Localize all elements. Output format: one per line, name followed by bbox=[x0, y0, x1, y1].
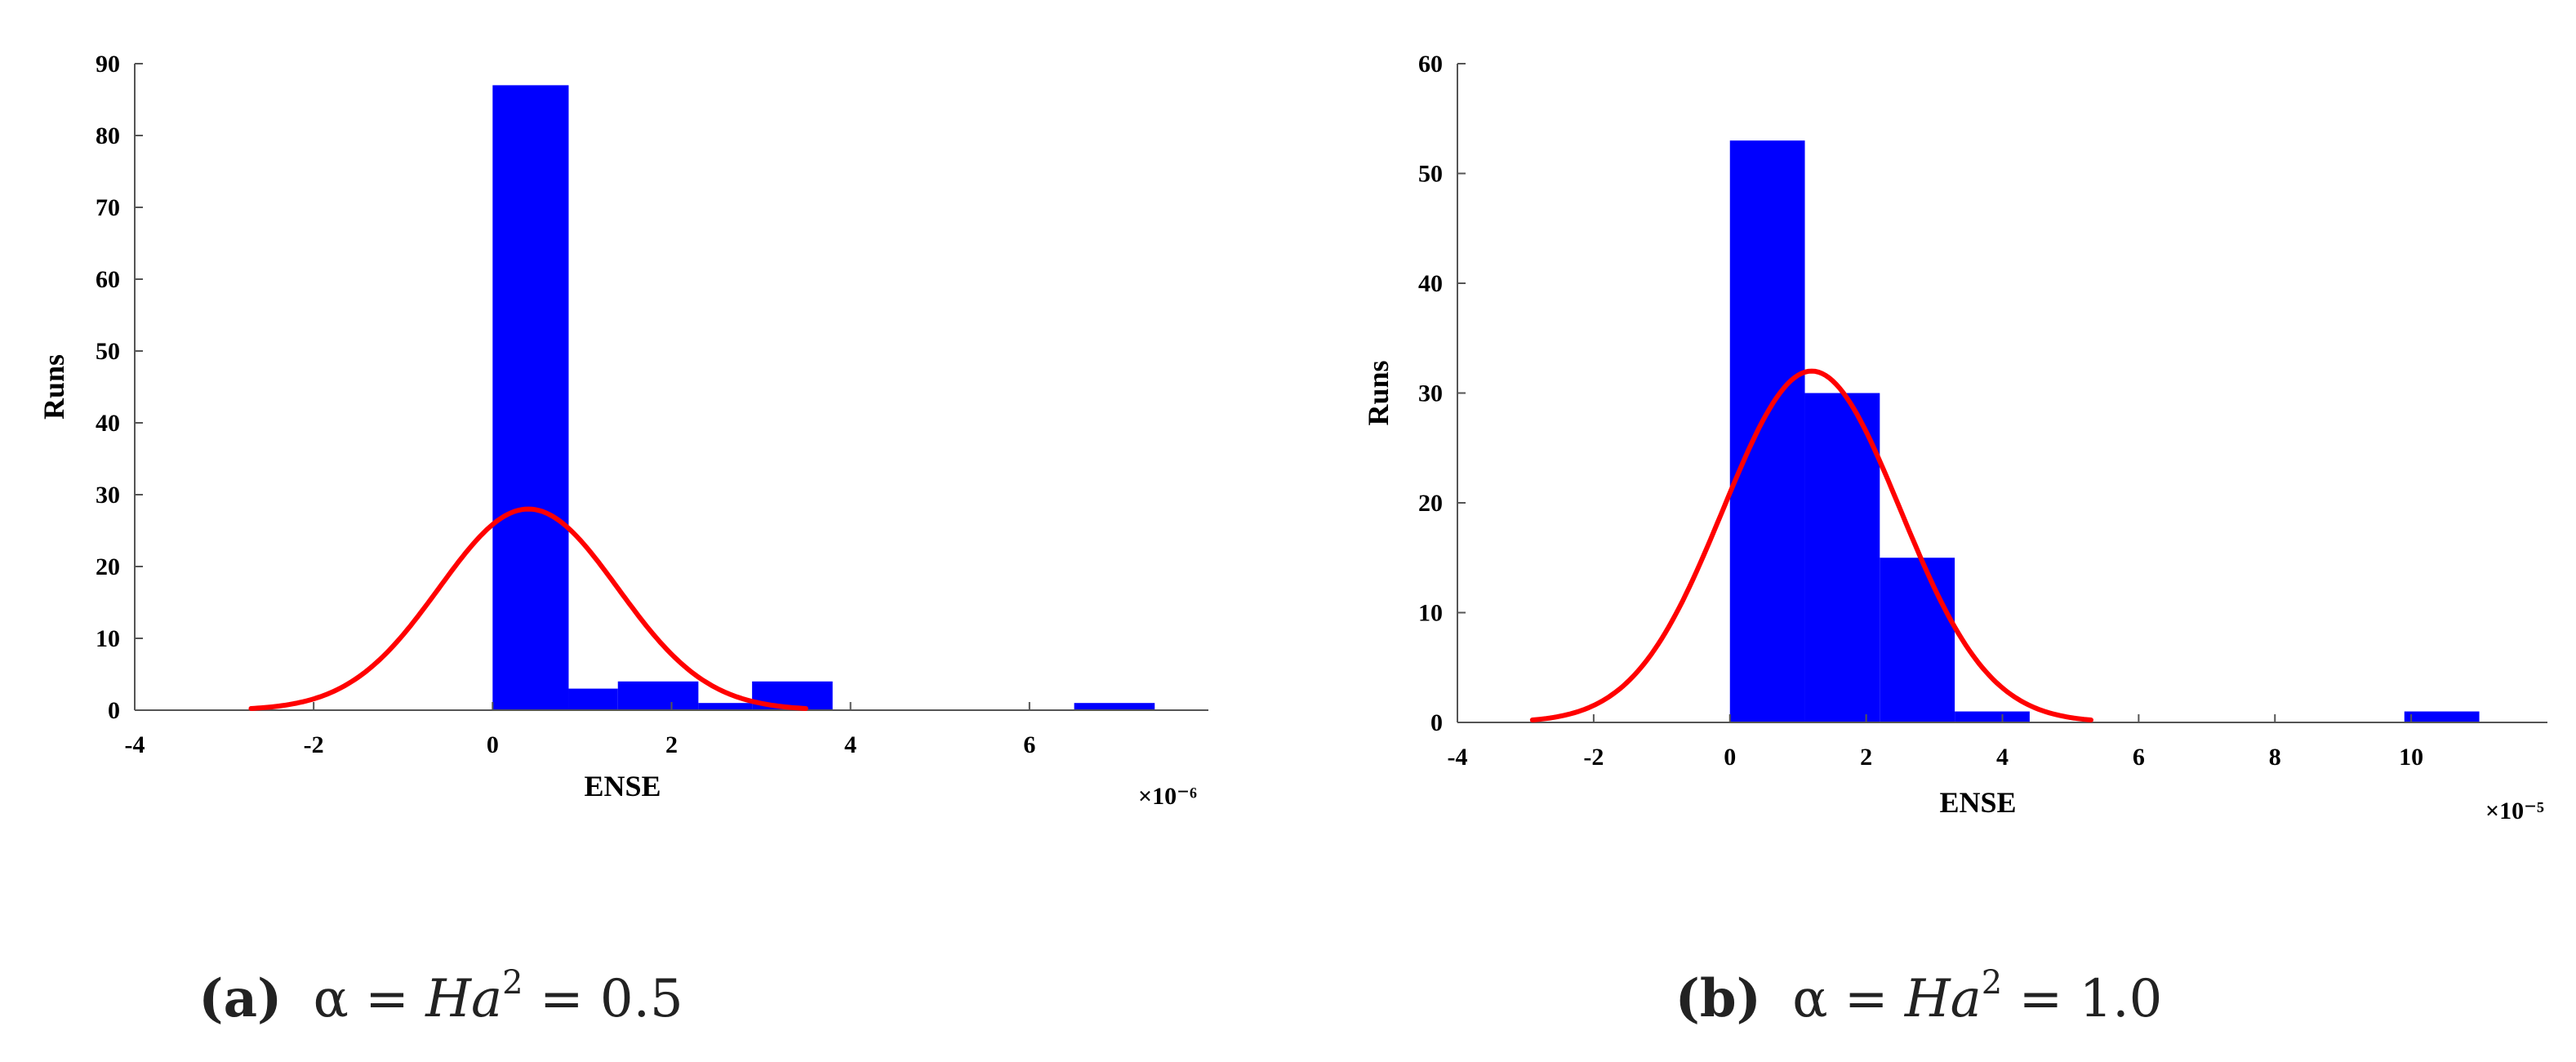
x-axis-multiplier: ×10⁻⁵ bbox=[2485, 798, 2544, 824]
y-tick-label: 60 bbox=[1418, 51, 1443, 78]
y-tick-label: 0 bbox=[1430, 709, 1443, 736]
y-tick-label: 10 bbox=[1418, 600, 1443, 627]
caption-a: (a) α = Ha2 = 0.5 bbox=[198, 964, 683, 1029]
y-tick-label: 60 bbox=[96, 266, 120, 293]
y-tick-label: 90 bbox=[96, 51, 120, 78]
histogram-bar-2 bbox=[617, 681, 699, 710]
y-tick-label: 50 bbox=[96, 338, 120, 365]
y-axis-label: Runs bbox=[38, 354, 70, 420]
histogram-bar-4 bbox=[2404, 711, 2480, 722]
chart-panel-a: 0 10 20 30 40 50 60 70 80 90 -4 -2 0 2 4 6 ENSE Runs ×10⁻⁶ bbox=[38, 51, 1208, 810]
x-tick-label: 8 bbox=[2269, 744, 2281, 771]
caption-b-label: (b) bbox=[1675, 968, 1761, 1029]
histogram-bar-2 bbox=[1880, 558, 1955, 722]
y-tick-label: 10 bbox=[96, 625, 120, 652]
caption-b-math-it: Ha bbox=[1904, 969, 1982, 1029]
y-tick-label: 30 bbox=[96, 482, 120, 509]
x-tick-label: 2 bbox=[1860, 744, 1872, 771]
normal-fit-curve bbox=[1529, 368, 2093, 722]
histogram-bar-0 bbox=[1729, 140, 1805, 722]
y-tick-label: 40 bbox=[96, 410, 120, 437]
y-tick-label: 0 bbox=[108, 697, 120, 724]
x-tick-label: -4 bbox=[125, 731, 145, 758]
caption-b-math-pre: α = bbox=[1792, 969, 1905, 1029]
x-tick-label: 0 bbox=[487, 731, 499, 758]
x-tick-label: -2 bbox=[304, 731, 324, 758]
x-tick-label: 6 bbox=[2133, 744, 2145, 771]
caption-b: (b) α = Ha2 = 1.0 bbox=[1675, 964, 2163, 1029]
x-axis-multiplier: ×10⁻⁶ bbox=[1138, 783, 1197, 810]
histogram-bar-0 bbox=[492, 85, 569, 710]
y-tick-label: 20 bbox=[96, 553, 120, 580]
x-tick-label: 6 bbox=[1023, 731, 1035, 758]
caption-a-math-post: = 0.5 bbox=[523, 969, 683, 1029]
y-tick-label: 20 bbox=[1418, 490, 1443, 517]
x-tick-label: -4 bbox=[1448, 744, 1468, 771]
x-tick-label: 0 bbox=[1724, 744, 1736, 771]
caption-a-math-sup: 2 bbox=[502, 964, 523, 1002]
y-tick-label: 50 bbox=[1418, 161, 1443, 188]
histogram-bar-1 bbox=[568, 688, 618, 710]
x-tick-label: 2 bbox=[665, 731, 678, 758]
x-tick-label: -2 bbox=[1583, 744, 1604, 771]
y-tick-label: 30 bbox=[1418, 380, 1443, 407]
caption-b-math-sup: 2 bbox=[1982, 964, 2002, 1002]
histogram-bar-1 bbox=[1804, 393, 1880, 722]
x-tick-label: 4 bbox=[844, 731, 856, 758]
x-axis-label: ENSE bbox=[584, 770, 661, 802]
y-tick-label: 80 bbox=[96, 122, 120, 149]
caption-a-math-pre: α = bbox=[314, 969, 426, 1029]
caption-a-label: (a) bbox=[198, 968, 282, 1029]
normal-fit-curve bbox=[248, 506, 808, 711]
caption-a-math-it: Ha bbox=[425, 969, 502, 1029]
histogram-bar-3 bbox=[698, 703, 753, 710]
x-tick-label: 4 bbox=[1996, 744, 2009, 771]
histogram-bar-3 bbox=[1955, 711, 2030, 722]
x-tick-label: 10 bbox=[2399, 744, 2423, 771]
chart-panel-b: 0 10 20 30 40 50 60 -4 -2 0 2 4 6 8 10 ENSE Runs ×10⁻⁵ bbox=[1362, 51, 2547, 824]
y-tick-label: 70 bbox=[96, 194, 120, 221]
y-tick-label: 40 bbox=[1418, 270, 1443, 297]
caption-b-math-post: = 1.0 bbox=[2002, 969, 2162, 1029]
x-axis-label: ENSE bbox=[1939, 786, 2016, 819]
histogram-bar-5 bbox=[1074, 703, 1155, 710]
y-axis-label: Runs bbox=[1362, 360, 1395, 425]
